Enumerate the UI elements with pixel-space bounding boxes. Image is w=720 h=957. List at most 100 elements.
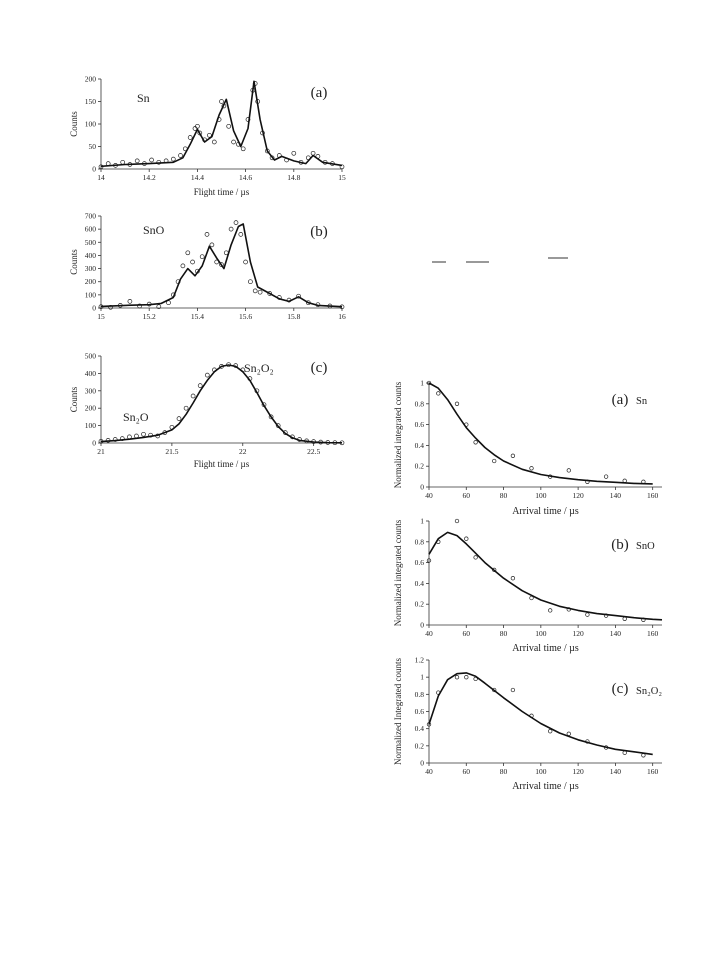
x-tick-label: 100 [535, 767, 547, 776]
species-label: Sn₂O₂ [636, 686, 662, 697]
x-axis-label: Arrival time / µs [512, 643, 579, 654]
data-point [426, 380, 432, 386]
x-tick-label: 16 [338, 312, 346, 321]
x-tick-label: 60 [463, 767, 471, 776]
data-point [566, 731, 571, 736]
fit-curve [100, 364, 343, 444]
x-tick-label: 21.5 [165, 447, 178, 456]
y-tick-label: 200 [85, 277, 97, 286]
data-point [231, 139, 236, 145]
y-tick-label: 300 [85, 264, 97, 273]
fit-curve [428, 531, 663, 621]
species-label: SnO [636, 541, 655, 552]
data-point [603, 474, 609, 479]
x-tick-label: 40 [425, 767, 433, 776]
y-tick-label: 100 [85, 421, 97, 430]
chart-arr_sn2o2: 40 60 80 100 120 140 160 0 0.2 0.4 0.6 0.8 1 1.2 Arriv… [393, 656, 662, 793]
x-axis-label: Flight time / µs [194, 459, 250, 469]
data-point [510, 687, 516, 693]
data-point [197, 383, 203, 388]
x-tick-label: 100 [535, 629, 547, 638]
y-tick-label: 0.6 [415, 558, 425, 567]
data-point [190, 259, 195, 265]
x-tick-label: 120 [572, 491, 584, 500]
data-point [454, 518, 460, 524]
data-point [233, 220, 239, 225]
y-tick-label: 500 [85, 352, 97, 361]
y-tick-label: 700 [85, 212, 97, 221]
fit-curve [428, 382, 653, 485]
y-tick-label: 0.2 [415, 600, 425, 609]
x-tick-label: 15.2 [143, 312, 156, 321]
chart-tof_sn2o2: 21 21.5 22 22.5 0 100 200 300 400 500 Flight time … [69, 352, 345, 469]
data-point [187, 135, 193, 140]
data-point [170, 156, 176, 162]
x-tick-label: 14.4 [191, 173, 204, 182]
x-tick-label: 15.4 [191, 312, 204, 321]
data-point [176, 416, 182, 421]
y-axis-label: Counts [69, 386, 79, 412]
data-point [454, 401, 460, 406]
species-label: SnO [143, 223, 165, 237]
y-tick-label: 100 [85, 290, 97, 299]
species-label-secondary: Sn₂O [123, 410, 149, 424]
data-point [226, 123, 232, 129]
data-point [120, 159, 126, 165]
data-point [426, 558, 432, 563]
y-tick-label: 0 [92, 304, 96, 313]
y-axis-label: Normalized Integrated counts [393, 658, 403, 765]
data-point [245, 117, 251, 122]
y-tick-label: 50 [89, 142, 97, 151]
y-tick-label: 0.4 [415, 441, 425, 450]
panel-label: (b) [611, 537, 629, 553]
data-point [257, 289, 263, 295]
x-tick-label: 140 [610, 629, 622, 638]
x-tick-label: 80 [500, 491, 508, 500]
data-point [510, 576, 516, 581]
x-tick-label: 100 [535, 491, 547, 500]
species-label: Sn₂O₂ [244, 361, 274, 375]
data-point [134, 158, 140, 164]
species-label: Sn [137, 91, 150, 105]
y-tick-label: 0.8 [415, 399, 425, 408]
y-tick-label: 0.8 [415, 690, 425, 699]
panel-label: (b) [310, 224, 328, 240]
panel-label: (a) [311, 85, 328, 101]
data-point [183, 405, 189, 411]
chart-arr_sno: 40 60 80 100 120 140 160 0 0.2 0.4 0.6 0.8 1 Arrival … [393, 517, 663, 654]
y-tick-label: 0.8 [415, 537, 425, 546]
x-tick-label: 160 [647, 629, 659, 638]
y-tick-label: 400 [85, 369, 97, 378]
y-axis-label: Counts [69, 249, 79, 275]
data-point [137, 303, 142, 309]
x-tick-label: 140 [610, 491, 622, 500]
x-tick-label: 15.6 [239, 312, 252, 321]
panel-label: (c) [311, 360, 328, 376]
data-point [211, 139, 217, 145]
data-point [492, 458, 497, 464]
x-tick-label: 80 [500, 629, 508, 638]
y-tick-label: 400 [85, 251, 97, 260]
data-point [112, 437, 118, 442]
data-point [464, 536, 469, 541]
x-tick-label: 22.5 [307, 447, 320, 456]
y-tick-label: 0.6 [415, 707, 425, 716]
y-tick-label: 0 [420, 483, 424, 492]
panel-label: (c) [612, 681, 629, 697]
y-tick-label: 1 [420, 673, 424, 682]
x-axis-label: Arrival time / µs [512, 781, 579, 792]
x-tick-label: 15.8 [287, 312, 300, 321]
data-point [199, 254, 205, 260]
data-point [436, 391, 441, 396]
x-tick-label: 14.8 [287, 173, 300, 182]
y-tick-label: 200 [85, 404, 97, 413]
chart-tof_sno: 15 15.2 15.4 15.6 15.8 16 0 100 200 300 400 500 600 7… [69, 212, 346, 322]
data-point [156, 304, 162, 310]
data-point [204, 232, 210, 237]
data-point [585, 612, 590, 617]
species-label: Sn [636, 396, 648, 407]
data-point [240, 146, 246, 152]
x-axis-label: Arrival time / µs [512, 506, 579, 517]
